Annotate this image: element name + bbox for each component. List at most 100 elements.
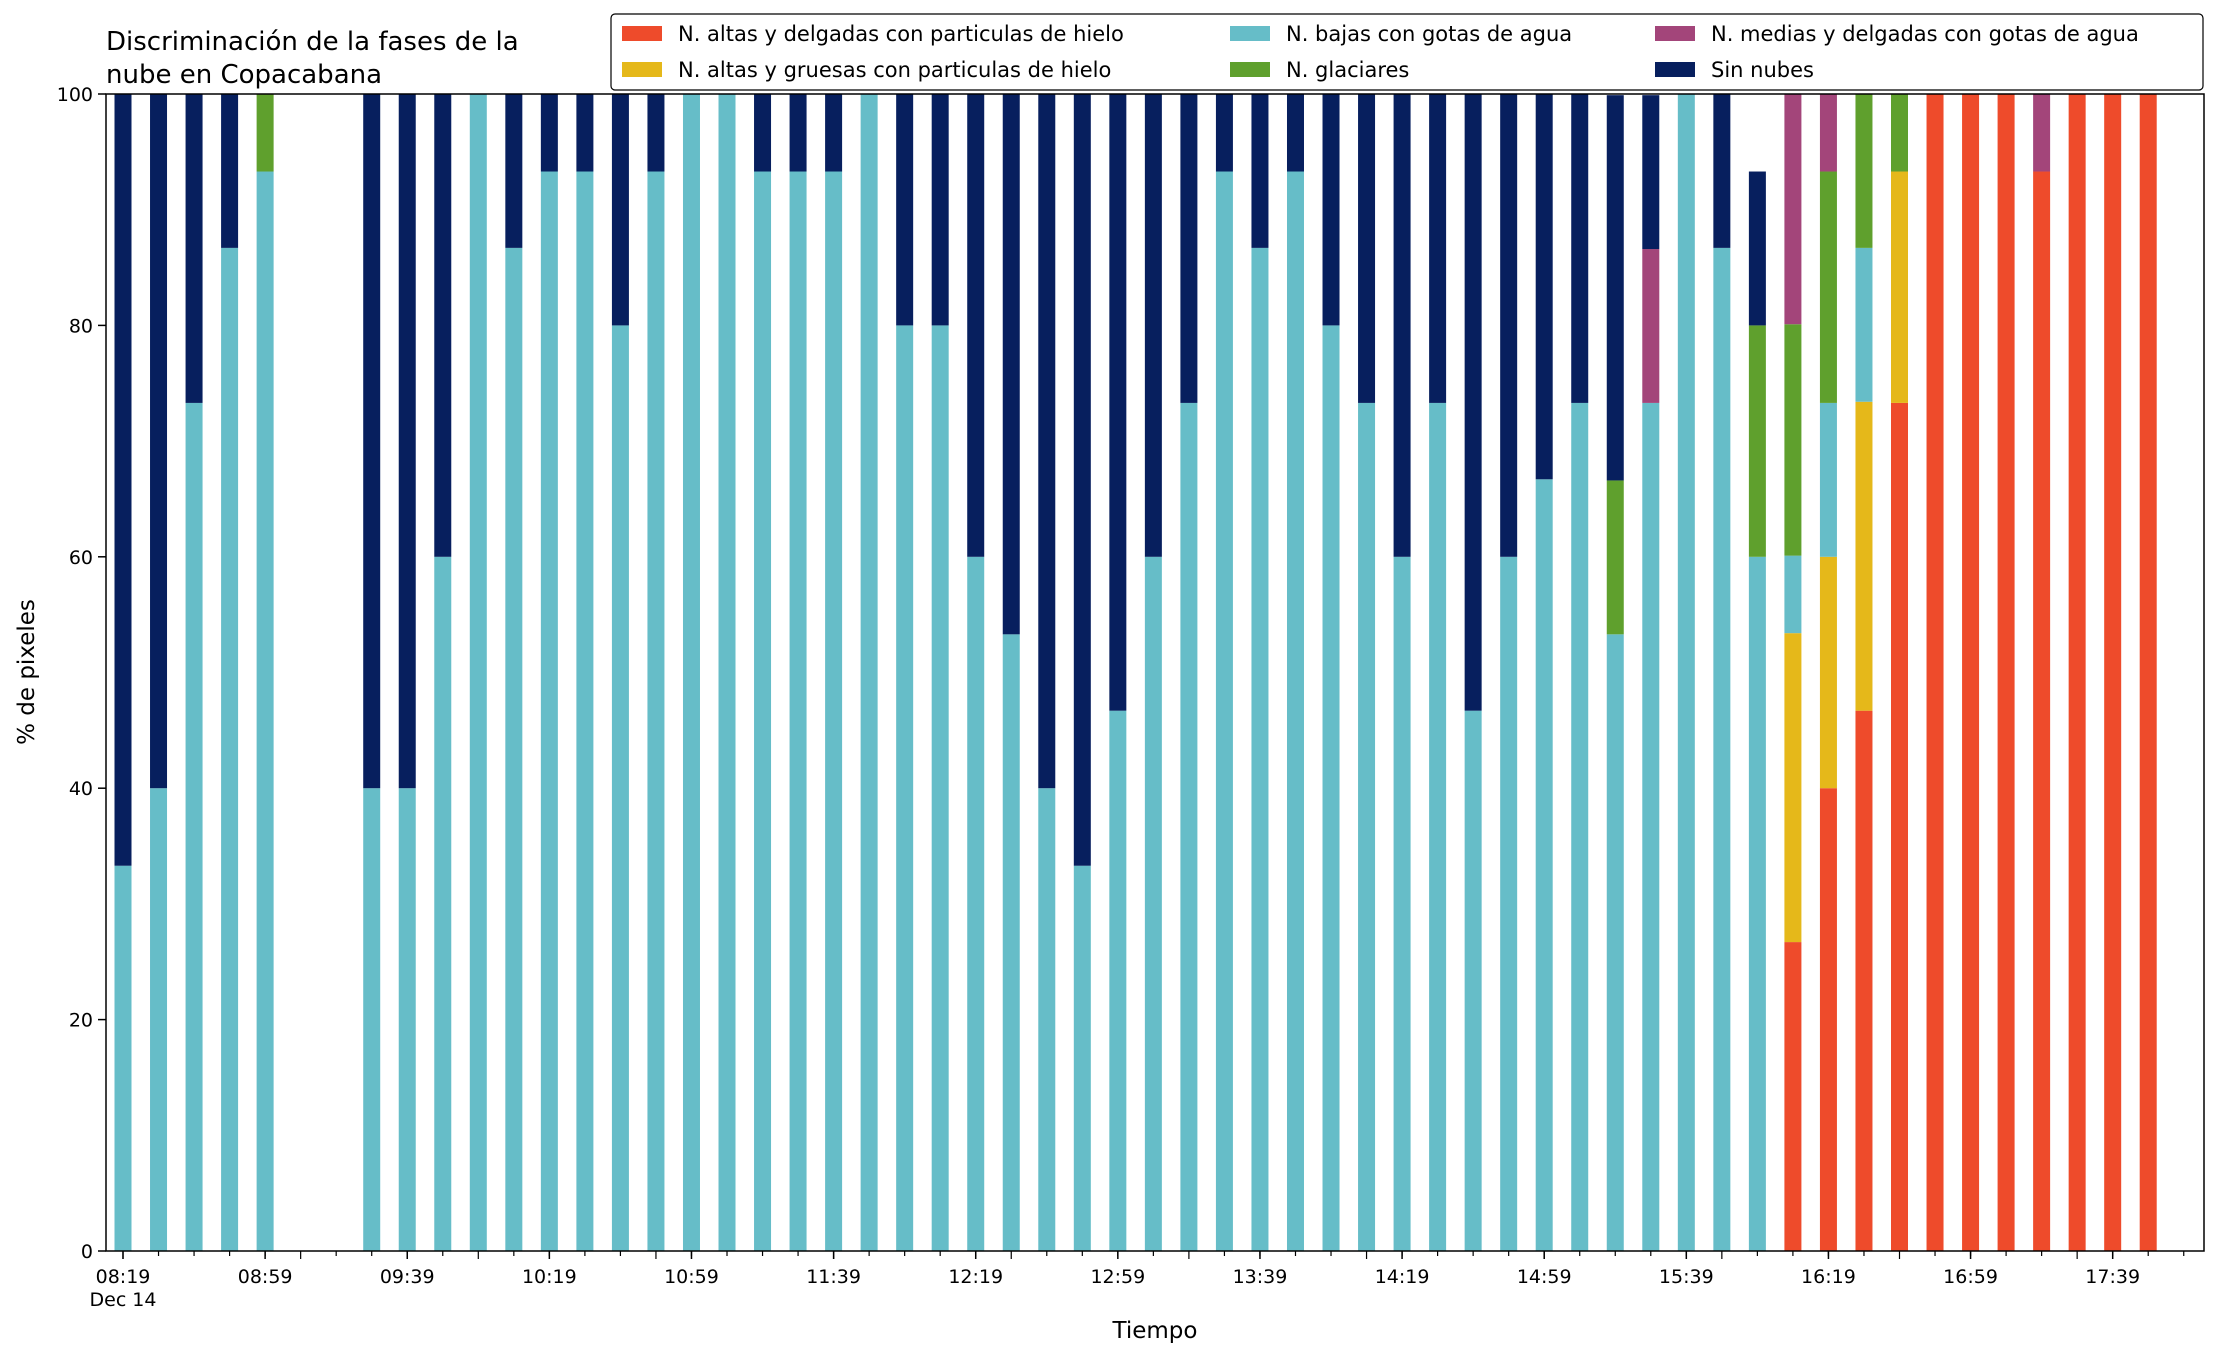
bar-segment-s2-t8 [398, 788, 416, 1251]
x-tick-label: 15:39 [1659, 1266, 1714, 1288]
legend-entry-label: N. medias y delgadas con gotas de agua [1711, 22, 2139, 46]
y-tick-label: 40 [69, 778, 93, 800]
bar-segment-s4-t43 [1642, 249, 1660, 403]
y-tick-label: 0 [81, 1241, 93, 1263]
bar-segment-s4-t48 [1819, 94, 1837, 172]
bar-segment-s5-t7 [363, 94, 381, 789]
bar-segment-s5-t0 [114, 94, 132, 866]
bar-segment-s5-t25 [1002, 94, 1020, 635]
bar-segment-s2-t37 [1429, 402, 1447, 1251]
bar-segment-s0-t55 [2068, 94, 2086, 1251]
bar-segment-s0-t47 [1784, 942, 1802, 1251]
bar-segment-s5-t22 [896, 94, 914, 326]
bar-segment-s5-t33 [1286, 94, 1304, 172]
bar-segment-s2-t35 [1358, 402, 1376, 1251]
bar-segment-s2-t22 [896, 325, 914, 1251]
bar-segment-s5-t28 [1109, 94, 1127, 711]
bar-segment-s5-t19 [789, 94, 807, 172]
x-tick-label: 16:59 [1943, 1266, 1998, 1288]
bar-segment-s5-t14 [611, 94, 629, 326]
bar-segment-s2-t42 [1606, 634, 1624, 1251]
bar-segment-s2-t23 [931, 325, 949, 1251]
bar-segment-s3-t47 [1784, 324, 1802, 556]
bar-segment-s1-t47 [1784, 633, 1802, 943]
bar-segment-s2-t10 [469, 94, 487, 1251]
bar-segment-s0-t53 [1997, 94, 2015, 1251]
bar-segment-s5-t31 [1215, 94, 1233, 172]
legend-swatch [1230, 62, 1270, 77]
bar-segment-s2-t31 [1215, 171, 1233, 1251]
bar-segment-s5-t12 [540, 94, 558, 172]
bar-segment-s5-t24 [967, 94, 985, 557]
x-tick-sublabel: Dec 14 [90, 1289, 157, 1311]
bar-segment-s1-t49 [1855, 401, 1873, 711]
bar-segment-s5-t8 [398, 94, 416, 789]
legend-swatch [1655, 26, 1695, 41]
bar-segment-s2-t20 [825, 171, 843, 1251]
bar-segment-s5-t35 [1358, 94, 1376, 403]
x-tick-label: 11:39 [806, 1266, 861, 1288]
bar-segment-s4-t47 [1784, 94, 1802, 325]
bar-segment-s2-t7 [363, 788, 381, 1251]
x-tick-label: 12:59 [1090, 1266, 1145, 1288]
y-axis: 0 20 40 60 80 100 [57, 84, 106, 1263]
bar-segment-s5-t46 [1748, 171, 1766, 326]
bar-segment-s5-t3 [221, 94, 239, 248]
bars-layer [114, 94, 2157, 1251]
bar-segment-s5-t37 [1429, 94, 1447, 403]
bar-segment-s0-t52 [1962, 94, 1980, 1251]
bar-segment-s2-t17 [718, 94, 736, 1251]
bar-segment-s2-t28 [1109, 710, 1127, 1251]
bar-segment-s0-t51 [1926, 94, 1944, 1251]
chart-title: Discriminación de la fases de la nube en… [106, 27, 519, 90]
bar-segment-s2-t16 [682, 94, 700, 1251]
x-tick-label: 08:59 [238, 1266, 293, 1288]
bar-segment-s5-t40 [1535, 94, 1553, 480]
bar-segment-s2-t40 [1535, 479, 1553, 1251]
x-tick-label: 14:59 [1517, 1266, 1572, 1288]
bar-segment-s2-t9 [434, 556, 452, 1251]
bar-segment-s3-t49 [1855, 94, 1873, 248]
bar-segment-s2-t15 [647, 171, 665, 1251]
y-axis-label: % de pixeles [14, 599, 40, 745]
bar-segment-s5-t11 [505, 94, 523, 248]
bar-segment-s5-t39 [1500, 94, 1518, 557]
bar-segment-s5-t41 [1571, 94, 1589, 403]
bar-segment-s2-t1 [150, 788, 168, 1251]
bar-segment-s2-t18 [754, 171, 772, 1251]
legend: N. altas y delgadas con particulas de hi… [610, 13, 2204, 91]
bar-segment-s5-t34 [1322, 94, 1340, 326]
bar-segment-s2-t14 [611, 325, 629, 1251]
legend-entry-label: N. glaciares [1286, 58, 1409, 82]
legend-entry-label: N. altas y delgadas con particulas de hi… [678, 22, 1124, 46]
bar-segment-s2-t49 [1855, 247, 1873, 402]
y-tick-label: 100 [57, 84, 93, 106]
legend-swatch [1230, 26, 1270, 41]
bar-segment-s5-t43 [1642, 95, 1660, 250]
bar-segment-s5-t27 [1073, 94, 1091, 866]
x-axis-label: Tiempo [1112, 1318, 1198, 1344]
bar-segment-s3-t46 [1748, 325, 1766, 557]
bar-segment-s2-t44 [1677, 94, 1695, 1251]
bar-segment-s2-t29 [1144, 556, 1162, 1251]
bar-segment-s2-t24 [967, 556, 985, 1251]
bar-segment-s2-t34 [1322, 325, 1340, 1251]
x-axis: 08:19 08:59 09:39 10:19 10:59 11:39 12:19 12:59… [90, 1251, 2185, 1311]
bar-segment-s5-t15 [647, 94, 665, 172]
bar-segment-s3-t42 [1606, 480, 1624, 635]
bar-segment-s3-t48 [1819, 171, 1837, 403]
bar-segment-s5-t1 [150, 94, 168, 789]
bar-segment-s2-t13 [576, 171, 594, 1251]
y-tick-label: 20 [69, 1010, 93, 1032]
bar-segment-s2-t3 [221, 247, 239, 1251]
bar-segment-s2-t46 [1748, 556, 1766, 1251]
x-tick-label: 17:39 [2085, 1266, 2140, 1288]
chart-title-line-2: nube en Copacabana [106, 60, 382, 90]
bar-segment-s0-t48 [1819, 788, 1837, 1251]
x-tick-label: 09:39 [380, 1266, 435, 1288]
y-tick-label: 60 [69, 547, 93, 569]
x-tick-label: 12:19 [948, 1266, 1003, 1288]
bar-segment-s5-t42 [1606, 95, 1624, 481]
bar-segment-s5-t29 [1144, 94, 1162, 557]
